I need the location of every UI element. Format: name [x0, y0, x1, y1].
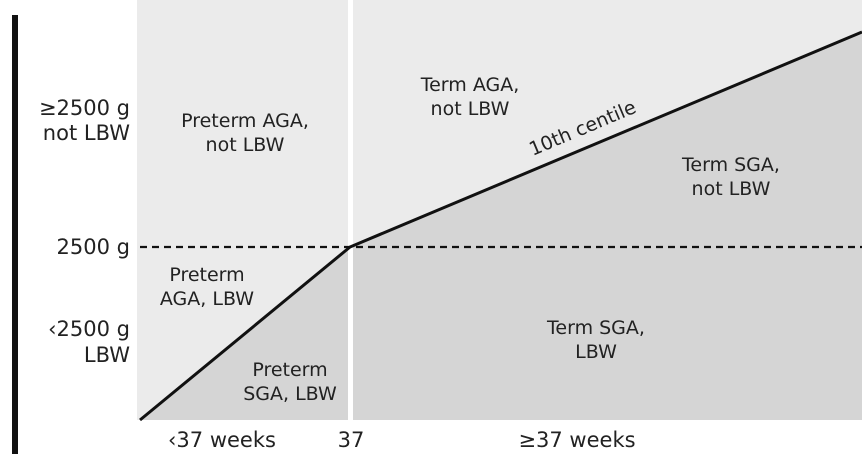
- left-bar: [12, 15, 18, 454]
- x-label: ≥37 weeks: [518, 428, 635, 452]
- region-label: LBW: [575, 341, 617, 363]
- term-divider: [348, 0, 353, 420]
- below-centile-area: [140, 32, 862, 420]
- region-label: Term SGA,: [546, 317, 645, 339]
- region-label: not LBW: [431, 98, 510, 120]
- y-label: ≥2500 g: [39, 96, 130, 120]
- region-label: Term SGA,: [681, 154, 780, 176]
- x-label: ‹37 weeks: [168, 428, 276, 452]
- region-label: Preterm: [252, 359, 327, 381]
- region-label: not LBW: [692, 178, 771, 200]
- y-label: LBW: [84, 343, 130, 367]
- region-label: not LBW: [206, 134, 285, 156]
- x-label: 37: [338, 428, 365, 452]
- y-label: 2500 g: [57, 235, 130, 259]
- region-label: SGA, LBW: [243, 383, 337, 405]
- centile-line: [139, 30, 862, 422]
- y-label: ‹2500 g: [48, 317, 130, 341]
- region-label: Preterm: [169, 264, 244, 286]
- region-label: Term AGA,: [420, 74, 520, 96]
- region-label: AGA, LBW: [160, 288, 254, 310]
- region-label: Preterm AGA,: [181, 110, 309, 132]
- y-label: not LBW: [43, 121, 130, 145]
